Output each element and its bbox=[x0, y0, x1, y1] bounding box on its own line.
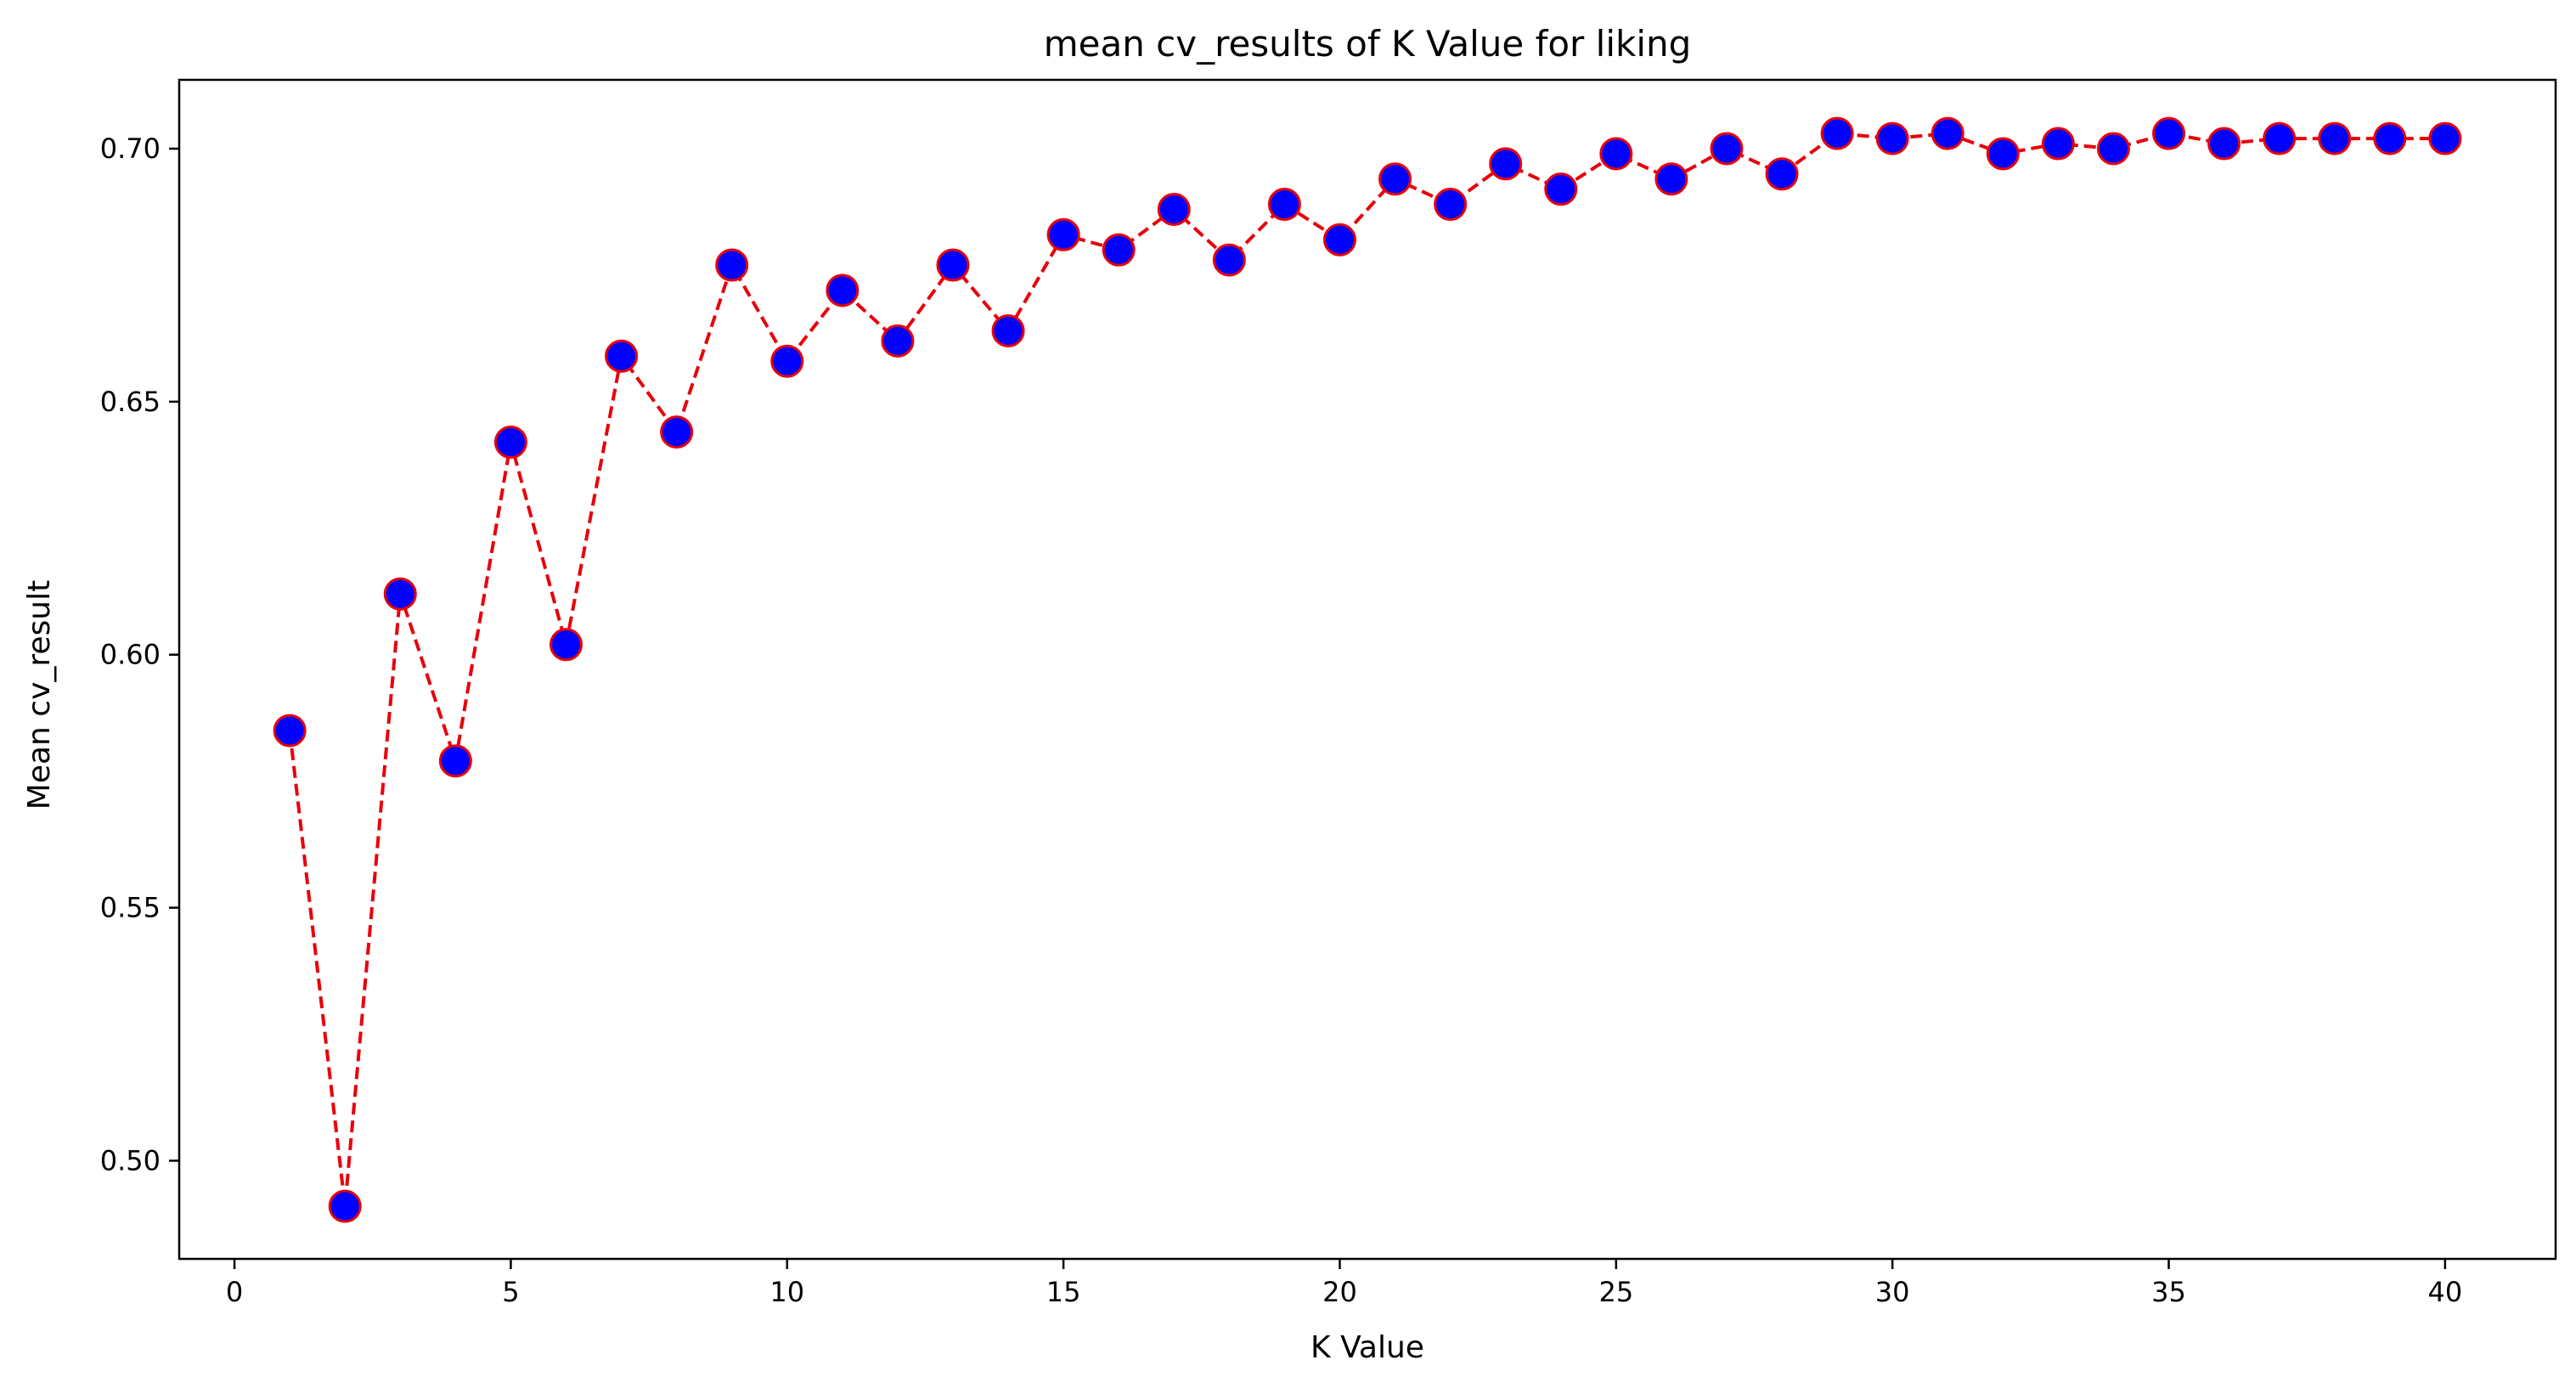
data-point bbox=[2207, 127, 2241, 161]
data-point bbox=[1046, 217, 1080, 251]
data-point bbox=[936, 248, 970, 282]
x-tick-label: 0 bbox=[226, 1276, 243, 1308]
data-point bbox=[991, 313, 1025, 347]
data-point bbox=[770, 344, 804, 378]
data-point bbox=[1212, 243, 1246, 277]
x-tick-label: 20 bbox=[1322, 1276, 1357, 1308]
x-tick-label: 10 bbox=[769, 1276, 804, 1308]
data-point bbox=[1765, 157, 1799, 191]
data-point bbox=[1710, 132, 1744, 166]
data-point bbox=[1489, 147, 1523, 181]
data-point bbox=[715, 248, 749, 282]
y-axis: 0.50 0.55 0.60 0.65 0.70 bbox=[100, 133, 179, 1176]
y-tick-label: 0.65 bbox=[100, 386, 161, 418]
data-point bbox=[1986, 137, 2020, 171]
data-point bbox=[493, 426, 527, 460]
y-axis-title: Mean cv_result bbox=[22, 580, 57, 810]
x-tick-label: 15 bbox=[1046, 1276, 1081, 1308]
data-point bbox=[2428, 121, 2462, 155]
x-axis-title: K Value bbox=[1311, 1330, 1424, 1365]
data-point bbox=[1157, 193, 1191, 227]
data-point bbox=[1654, 162, 1688, 196]
data-point bbox=[1378, 162, 1412, 196]
data-point bbox=[549, 628, 583, 662]
data-point bbox=[1599, 137, 1633, 171]
data-point bbox=[1931, 116, 1964, 150]
x-tick-label: 25 bbox=[1598, 1276, 1633, 1308]
data-point bbox=[438, 744, 472, 778]
data-point bbox=[1544, 172, 1578, 206]
plot-area bbox=[273, 116, 2462, 1223]
data-point bbox=[328, 1189, 362, 1223]
y-tick-label: 0.70 bbox=[100, 133, 161, 165]
x-tick-label: 35 bbox=[2151, 1276, 2186, 1308]
data-point bbox=[2096, 132, 2130, 166]
y-tick-label: 0.60 bbox=[100, 639, 161, 671]
x-axis: 0 5 10 15 20 25 30 35 40 bbox=[226, 1259, 2462, 1308]
data-point bbox=[605, 339, 639, 373]
data-point bbox=[2152, 116, 2186, 150]
data-point bbox=[1820, 116, 1854, 150]
data-point bbox=[273, 714, 307, 748]
data-point bbox=[1102, 233, 1136, 267]
data-point bbox=[826, 274, 860, 308]
y-tick-label: 0.55 bbox=[100, 892, 161, 924]
data-point bbox=[2041, 127, 2075, 161]
data-point bbox=[2318, 121, 2352, 155]
x-tick-label: 30 bbox=[1875, 1276, 1910, 1308]
series-line bbox=[288, 132, 2445, 1208]
data-point bbox=[1434, 188, 1468, 222]
data-point bbox=[1267, 188, 1301, 222]
y-tick-label: 0.50 bbox=[100, 1144, 161, 1176]
data-point bbox=[1875, 121, 1909, 155]
plot-frame bbox=[178, 78, 2557, 1261]
data-point bbox=[660, 415, 694, 449]
x-tick-label: 5 bbox=[502, 1276, 519, 1308]
data-point bbox=[2263, 121, 2297, 155]
data-point bbox=[1322, 223, 1356, 257]
data-point bbox=[881, 324, 915, 358]
chart-title: mean cv_results of K Value for liking bbox=[1044, 23, 1692, 65]
data-point bbox=[2373, 121, 2407, 155]
data-point bbox=[383, 577, 417, 611]
x-tick-label: 40 bbox=[2428, 1276, 2463, 1308]
